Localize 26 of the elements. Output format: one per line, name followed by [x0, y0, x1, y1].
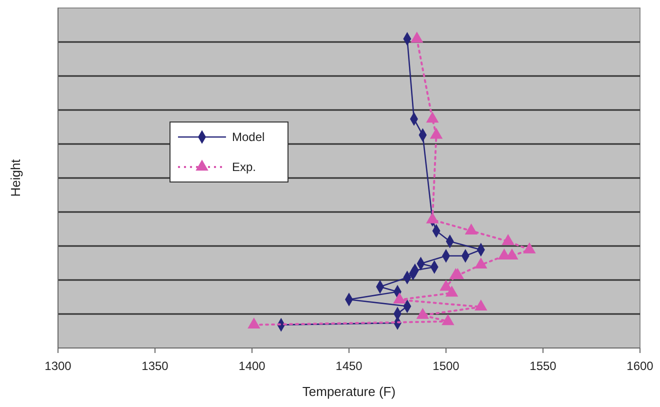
x-tick-label: 1300: [44, 359, 72, 373]
point: [445, 286, 458, 297]
point: [430, 128, 443, 139]
point: [426, 112, 439, 123]
point: [393, 292, 406, 304]
point: [410, 32, 424, 43]
point: [440, 280, 452, 291]
point: [442, 314, 454, 326]
x-axis-title: Temperature (F): [302, 384, 396, 399]
point: [523, 242, 536, 254]
x-tick-label: 1600: [626, 359, 654, 373]
point: [474, 300, 488, 311]
y-axis-title: Height: [8, 158, 23, 197]
point: [464, 224, 478, 235]
point: [426, 212, 439, 224]
x-tick-label: 1500: [432, 359, 460, 373]
point: [248, 317, 260, 328]
point: [416, 308, 430, 319]
point: [502, 234, 514, 246]
x-tick-label: 1400: [238, 359, 266, 373]
legend-label: Model: [232, 130, 265, 144]
legend-label: Exp.: [232, 160, 256, 174]
point: [474, 258, 488, 269]
x-tick-label: 1450: [336, 359, 363, 373]
x-tick-label: 1350: [142, 359, 169, 373]
x-tick-label: 1550: [530, 359, 557, 373]
